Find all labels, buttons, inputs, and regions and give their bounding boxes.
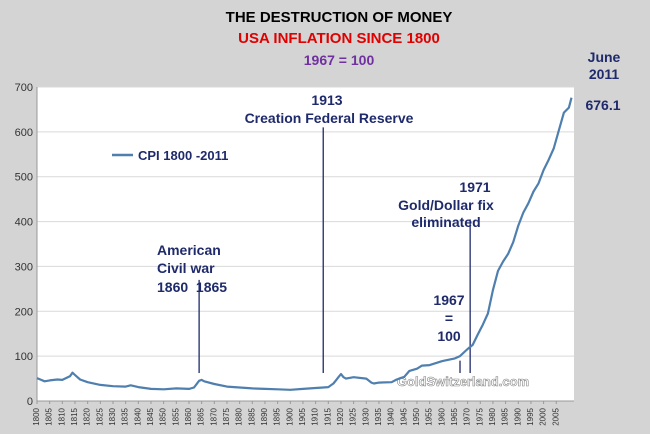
gold-label-3: eliminated — [411, 214, 480, 230]
base-label-2: = — [445, 310, 453, 326]
x-tick-label: 1835 — [121, 407, 130, 425]
x-tick-label: 1945 — [399, 407, 408, 425]
chart-title: THE DESTRUCTION OF MONEY — [226, 9, 453, 26]
x-tick-label: 1925 — [349, 407, 358, 425]
y-tick-label: 500 — [15, 172, 33, 184]
x-tick-label: 1980 — [488, 407, 497, 425]
x-tick-label: 1885 — [247, 407, 256, 425]
latest-label-value: 676.1 — [585, 97, 620, 113]
x-tick-label: 1900 — [285, 407, 294, 425]
watermark: GoldSwitzerland.com — [397, 374, 529, 389]
x-tick-label: 1870 — [209, 407, 218, 425]
base-label-3: 100 — [437, 328, 461, 344]
x-tick-label: 1810 — [57, 407, 66, 425]
base-label-1: 1967 — [433, 292, 464, 308]
x-tick-label: 1875 — [222, 407, 231, 425]
y-tick-label: 300 — [15, 261, 33, 273]
x-tick-label: 1880 — [235, 407, 244, 425]
x-tick-label: 1995 — [526, 407, 535, 425]
x-tick-label: 1990 — [513, 407, 522, 425]
x-tick-label: 2005 — [551, 407, 560, 425]
civil-war-label-1: American — [157, 242, 221, 258]
x-tick-label: 1985 — [501, 407, 510, 425]
x-axis: 1800 1805 1810 1815 1820 1825 1830 1835 1840 1845… — [32, 400, 574, 426]
series-line-cpi — [36, 97, 573, 391]
legend-label: CPI 1800 -2011 — [138, 148, 228, 163]
x-tick-label: 1960 — [437, 407, 446, 425]
latest-label-month: June — [588, 49, 621, 65]
x-tick-label: 1865 — [197, 407, 206, 425]
x-tick-label: 1965 — [450, 407, 459, 425]
y-tick-label: 700 — [15, 82, 33, 94]
x-tick-label: 1940 — [387, 407, 396, 425]
x-tick-label: 1830 — [108, 407, 117, 425]
y-tick-label: 400 — [15, 217, 33, 229]
fed-label-1: 1913 — [311, 92, 342, 108]
x-tick-label: 1855 — [171, 407, 180, 425]
latest-label-year: 2011 — [589, 66, 620, 82]
grid-lines — [37, 86, 574, 357]
x-tick-label: 1815 — [70, 407, 79, 425]
x-tick-label: 1840 — [133, 407, 142, 425]
x-tick-label: 1820 — [83, 407, 92, 425]
x-tick-label: 1975 — [475, 407, 484, 425]
x-tick-label: 1955 — [425, 407, 434, 425]
x-tick-label: 1805 — [45, 407, 54, 425]
gold-label-2: Gold/Dollar fix — [398, 197, 494, 213]
x-tick-label: 1860 — [184, 407, 193, 425]
x-tick-label: 1895 — [273, 407, 282, 425]
x-tick-label: 1935 — [374, 407, 383, 425]
legend: CPI 1800 -2011 — [112, 148, 228, 163]
chart-subtitle: USA INFLATION SINCE 1800 — [238, 30, 440, 47]
y-tick-label: 0 — [27, 396, 33, 408]
x-tick-label: 1970 — [463, 407, 472, 425]
fed-label-2: Creation Federal Reserve — [245, 110, 414, 126]
x-tick-label: 1905 — [298, 407, 307, 425]
x-tick-label: 1950 — [412, 407, 421, 425]
x-tick-label: 1890 — [260, 407, 269, 425]
x-tick-label: 1845 — [146, 407, 155, 425]
y-tick-label: 600 — [15, 127, 33, 139]
gold-label-1: 1971 — [459, 179, 490, 195]
y-axis: 0 100 200 300 400 500 600 700 — [15, 82, 38, 408]
x-tick-label: 1930 — [361, 407, 370, 425]
x-tick-label: 1825 — [95, 407, 104, 425]
x-tick-label: 1800 — [32, 407, 41, 425]
annotations: American Civil war 1860 1865 1913 Creati… — [157, 49, 621, 344]
civil-war-label-3: 1860 1865 — [157, 279, 227, 295]
x-tick-label: 1910 — [311, 407, 320, 425]
civil-war-label-2: Civil war — [157, 260, 215, 276]
x-tick-label: 1920 — [336, 407, 345, 425]
plot-area — [37, 87, 574, 401]
y-tick-label: 200 — [15, 306, 33, 318]
base-note: 1967 = 100 — [304, 52, 375, 68]
x-tick-label: 1915 — [323, 407, 332, 425]
y-tick-label: 100 — [15, 351, 33, 363]
x-tick-label: 1850 — [159, 407, 168, 425]
series-group — [36, 97, 573, 391]
x-tick-label: 2000 — [539, 407, 548, 425]
